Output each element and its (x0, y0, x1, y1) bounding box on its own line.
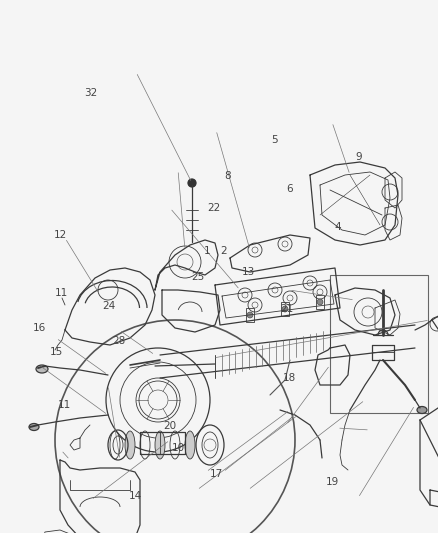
Bar (330, 275, 428, 413)
Ellipse shape (29, 424, 39, 431)
Text: 28: 28 (113, 336, 126, 346)
Circle shape (317, 299, 323, 305)
Text: 13: 13 (242, 267, 255, 277)
Text: 17: 17 (210, 470, 223, 479)
Text: 19: 19 (326, 478, 339, 487)
Text: 1: 1 (203, 246, 210, 255)
Text: 6: 6 (286, 184, 293, 194)
Text: 8: 8 (224, 171, 231, 181)
Text: 32: 32 (85, 88, 98, 98)
Text: 12: 12 (54, 230, 67, 239)
Text: 10: 10 (172, 443, 185, 453)
Ellipse shape (417, 407, 427, 414)
Ellipse shape (36, 365, 48, 373)
Circle shape (282, 306, 288, 312)
Text: 24: 24 (102, 302, 115, 311)
Text: 9: 9 (356, 152, 363, 162)
Ellipse shape (125, 431, 135, 459)
Text: 5: 5 (271, 135, 278, 144)
Circle shape (188, 179, 196, 187)
Ellipse shape (155, 431, 165, 459)
Text: 22: 22 (207, 203, 220, 213)
Bar (316, 295, 324, 309)
Ellipse shape (185, 431, 195, 459)
Circle shape (247, 312, 253, 318)
Text: 11: 11 (55, 288, 68, 298)
Text: 20: 20 (163, 422, 177, 431)
Bar (140, 432, 185, 454)
Bar (246, 308, 254, 322)
Text: 15: 15 (49, 347, 63, 357)
Text: 11: 11 (58, 400, 71, 410)
Text: 4: 4 (334, 222, 341, 231)
Text: 14: 14 (129, 491, 142, 500)
Text: 21: 21 (280, 304, 293, 314)
Text: 18: 18 (283, 374, 296, 383)
Text: 2: 2 (220, 246, 227, 255)
Text: 25: 25 (191, 272, 205, 282)
Bar (281, 302, 289, 316)
Text: 16: 16 (33, 323, 46, 333)
